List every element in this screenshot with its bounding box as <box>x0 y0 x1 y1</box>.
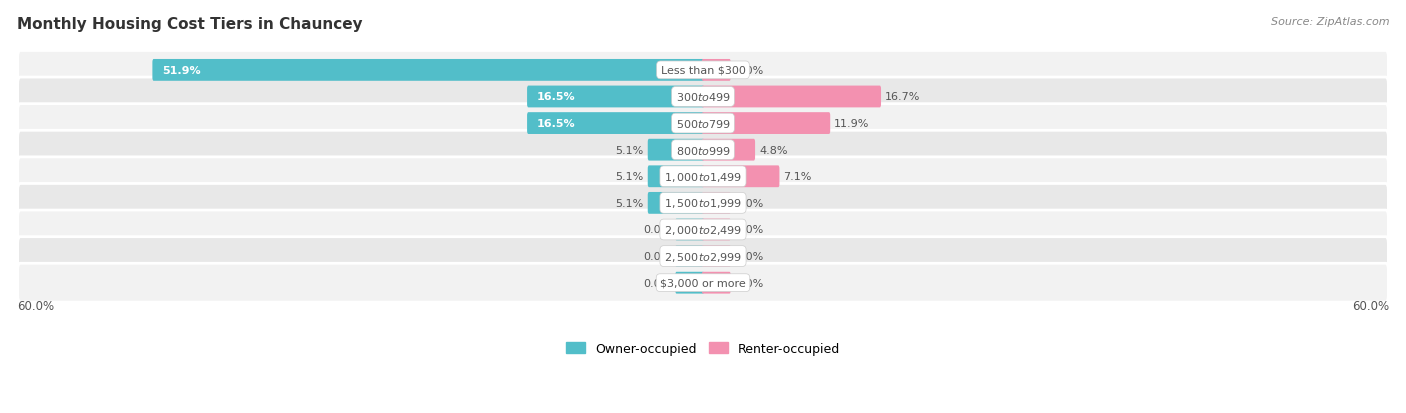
Text: 16.7%: 16.7% <box>884 92 921 102</box>
Text: 7.1%: 7.1% <box>783 172 811 182</box>
FancyBboxPatch shape <box>648 166 704 188</box>
FancyBboxPatch shape <box>702 166 779 188</box>
FancyBboxPatch shape <box>702 272 731 294</box>
Text: 0.0%: 0.0% <box>735 278 763 288</box>
Text: $500 to $799: $500 to $799 <box>675 118 731 130</box>
FancyBboxPatch shape <box>18 157 1388 196</box>
Text: $800 to $999: $800 to $999 <box>675 144 731 156</box>
FancyBboxPatch shape <box>152 60 704 82</box>
FancyBboxPatch shape <box>675 272 704 294</box>
FancyBboxPatch shape <box>702 86 882 108</box>
Text: 60.0%: 60.0% <box>1351 299 1389 312</box>
FancyBboxPatch shape <box>18 51 1388 90</box>
Legend: Owner-occupied, Renter-occupied: Owner-occupied, Renter-occupied <box>561 337 845 360</box>
Text: 16.5%: 16.5% <box>537 119 575 129</box>
Text: 16.5%: 16.5% <box>537 92 575 102</box>
Text: $2,000 to $2,499: $2,000 to $2,499 <box>664 223 742 236</box>
FancyBboxPatch shape <box>675 246 704 267</box>
Text: 5.1%: 5.1% <box>616 172 644 182</box>
Text: 0.0%: 0.0% <box>735 198 763 209</box>
FancyBboxPatch shape <box>702 246 731 267</box>
FancyBboxPatch shape <box>18 78 1388 116</box>
Text: $1,500 to $1,999: $1,500 to $1,999 <box>664 197 742 210</box>
Text: 0.0%: 0.0% <box>735 225 763 235</box>
FancyBboxPatch shape <box>702 140 755 161</box>
Text: 51.9%: 51.9% <box>162 66 201 76</box>
FancyBboxPatch shape <box>18 131 1388 170</box>
FancyBboxPatch shape <box>18 211 1388 249</box>
FancyBboxPatch shape <box>18 237 1388 276</box>
Text: 0.0%: 0.0% <box>735 252 763 261</box>
FancyBboxPatch shape <box>702 219 731 241</box>
Text: Source: ZipAtlas.com: Source: ZipAtlas.com <box>1271 17 1389 26</box>
Text: $300 to $499: $300 to $499 <box>675 91 731 103</box>
FancyBboxPatch shape <box>18 104 1388 143</box>
Text: $2,500 to $2,999: $2,500 to $2,999 <box>664 250 742 263</box>
Text: Monthly Housing Cost Tiers in Chauncey: Monthly Housing Cost Tiers in Chauncey <box>17 17 363 31</box>
FancyBboxPatch shape <box>702 113 830 135</box>
FancyBboxPatch shape <box>648 192 704 214</box>
FancyBboxPatch shape <box>18 184 1388 223</box>
Text: 0.0%: 0.0% <box>735 66 763 76</box>
FancyBboxPatch shape <box>527 86 704 108</box>
Text: Less than $300: Less than $300 <box>661 66 745 76</box>
FancyBboxPatch shape <box>675 219 704 241</box>
FancyBboxPatch shape <box>702 60 731 82</box>
Text: 4.8%: 4.8% <box>759 145 787 155</box>
Text: 0.0%: 0.0% <box>643 252 671 261</box>
Text: 0.0%: 0.0% <box>643 278 671 288</box>
Text: 60.0%: 60.0% <box>17 299 55 312</box>
Text: $1,000 to $1,499: $1,000 to $1,499 <box>664 171 742 183</box>
Text: 11.9%: 11.9% <box>834 119 870 129</box>
FancyBboxPatch shape <box>18 263 1388 302</box>
FancyBboxPatch shape <box>648 140 704 161</box>
Text: 5.1%: 5.1% <box>616 145 644 155</box>
Text: $3,000 or more: $3,000 or more <box>661 278 745 288</box>
Text: 0.0%: 0.0% <box>643 225 671 235</box>
FancyBboxPatch shape <box>527 113 704 135</box>
Text: 5.1%: 5.1% <box>616 198 644 209</box>
FancyBboxPatch shape <box>702 192 731 214</box>
